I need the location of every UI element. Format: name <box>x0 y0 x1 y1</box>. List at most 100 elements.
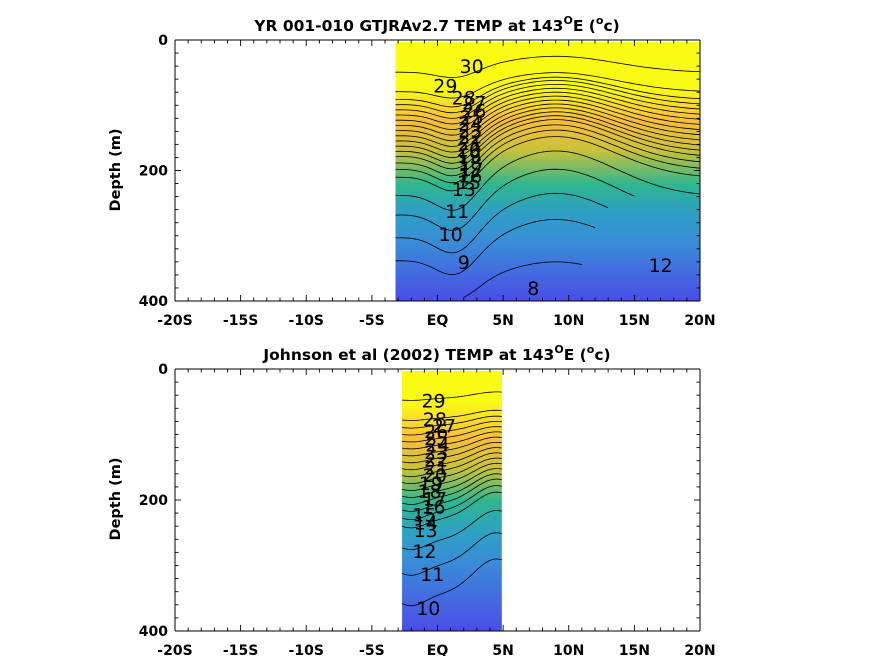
contour-label: 26 <box>424 421 448 443</box>
contour-label: 28 <box>452 87 476 109</box>
isotherm-18 <box>395 111 701 159</box>
contour-label: 21 <box>458 133 482 155</box>
contour-label: 11 <box>445 201 469 223</box>
contour-label: 22 <box>458 127 482 149</box>
contour-label: 29 <box>433 76 457 98</box>
x-tick-label: EQ <box>427 643 449 656</box>
contour-label: 23 <box>458 120 482 142</box>
contour-label: 16 <box>421 497 445 519</box>
isotherm-20 <box>402 452 502 478</box>
contour-label: 13 <box>414 520 438 542</box>
contour-label: 24 <box>458 114 482 136</box>
isotherm-22 <box>395 95 701 136</box>
x-tick-label: -5S <box>359 313 385 329</box>
contour-label: 15 <box>412 504 436 526</box>
isotherm-8 <box>463 261 582 298</box>
isotherm-15 <box>401 478 502 512</box>
top-panel-title: YR 001-010 GTJRAv2.7 TEMP at 143OE (oc) <box>253 14 619 35</box>
y-tick-label: 0 <box>158 33 168 49</box>
x-tick-label: -5S <box>359 643 385 656</box>
bottom-panel-title: Johnson et al (2002) TEMP at 143OE (oc) <box>262 343 610 364</box>
contour-label: 15 <box>457 172 481 194</box>
x-tick-label: 20N <box>684 313 715 329</box>
x-tick-label: -10S <box>289 643 324 656</box>
isotherm-21 <box>395 99 701 142</box>
contour-label: 10 <box>439 224 463 246</box>
isotherm-19 <box>402 457 502 484</box>
isotherm-11 <box>401 532 502 576</box>
isotherm-25 <box>395 84 701 119</box>
contour-label: 13 <box>452 179 476 201</box>
contour-label: 25 <box>460 107 484 129</box>
contour-label: 18 <box>458 153 482 175</box>
isotherm-9 <box>395 218 596 276</box>
contour-label: 11 <box>420 564 444 586</box>
isotherm-22 <box>402 442 502 464</box>
x-tick-label: -15S <box>223 313 258 329</box>
contour-label: 27 <box>462 93 486 115</box>
x-tick-label: 20N <box>684 643 715 656</box>
isotherm-28 <box>395 72 701 99</box>
top-panel: YR 001-010 GTJRAv2.7 TEMP at 143OE (oc) … <box>108 14 716 329</box>
contour-label: 9 <box>458 252 470 274</box>
contour-label: 18 <box>418 481 442 503</box>
isotherm-10 <box>401 558 502 607</box>
contour-label: 28 <box>423 409 447 431</box>
x-tick-label: EQ <box>427 313 449 329</box>
isotherm-26 <box>402 421 502 436</box>
contour-label: 10 <box>416 598 440 620</box>
isotherm-26 <box>395 80 701 114</box>
isotherm-28 <box>402 409 502 421</box>
x-tick-label: 5N <box>492 643 513 656</box>
x-tick-label: -10S <box>289 313 324 329</box>
isotherm-21 <box>402 447 502 471</box>
y-tick-label: 400 <box>139 624 168 640</box>
isotherm-15 <box>395 124 701 177</box>
isotherm-20 <box>395 103 701 147</box>
contour-label: 30 <box>460 56 484 78</box>
isotherm-24 <box>395 87 701 125</box>
isotherm-29 <box>395 55 701 79</box>
contour-label: 16 <box>458 166 482 188</box>
y-tick-label: 200 <box>139 493 168 509</box>
x-tick-label: 15N <box>619 313 650 329</box>
contour-label: 19 <box>419 473 443 495</box>
isotherm-12 <box>395 150 701 211</box>
isotherm-16 <box>402 473 502 505</box>
x-tick-label: -20S <box>157 643 192 656</box>
contour-label: 26 <box>462 100 486 122</box>
isotherm-23 <box>402 436 502 457</box>
y-tick-label: 200 <box>139 164 168 180</box>
x-tick-label: 15N <box>619 643 650 656</box>
bottom-panel: Johnson et al (2002) TEMP at 143OE (oc) … <box>108 343 716 656</box>
isotherm-14 <box>395 129 701 184</box>
contour-label: 23 <box>424 442 448 464</box>
isotherm-12 <box>401 510 502 550</box>
isotherm-10 <box>395 192 609 254</box>
isotherm-24 <box>402 431 502 450</box>
isotherm-19 <box>395 107 701 153</box>
contour-label: 14 <box>414 512 438 534</box>
temperature-field <box>395 42 700 301</box>
x-tick-label: -20S <box>157 313 192 329</box>
y-tick-label: 400 <box>139 294 168 310</box>
contour-label: 12 <box>649 255 673 277</box>
contour-label: 22 <box>424 449 448 471</box>
contour-label: 17 <box>423 489 447 511</box>
isotherm-25 <box>402 426 502 443</box>
isotherm-23 <box>395 91 701 131</box>
contour-label: 8 <box>527 278 539 300</box>
contour-label: 20 <box>423 465 447 487</box>
isotherm-11 <box>395 168 635 231</box>
x-tick-label: 5N <box>492 313 513 329</box>
isotherm-18 <box>402 462 502 491</box>
isotherm-17 <box>402 468 502 498</box>
contour-label: 24 <box>425 434 449 456</box>
isotherm-27 <box>402 415 502 429</box>
contour-label: 20 <box>457 140 481 162</box>
contour-label: 29 <box>421 390 445 412</box>
isotherm-27 <box>395 76 701 108</box>
isotherm-17 <box>395 115 701 164</box>
x-tick-label: 10N <box>553 643 584 656</box>
